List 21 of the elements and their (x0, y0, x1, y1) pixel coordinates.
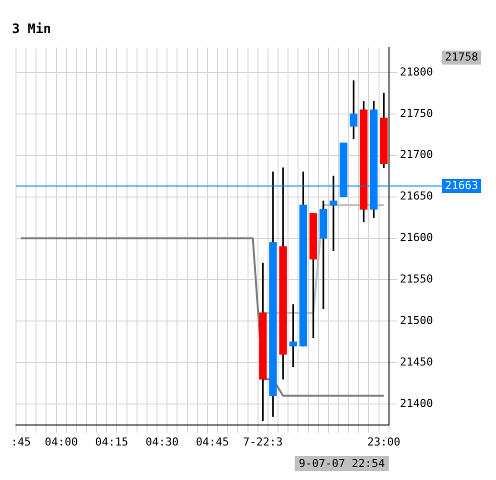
y-tick-label: 21700 (400, 148, 434, 162)
candlestick (279, 167, 287, 380)
y-tick-label: 21750 (400, 106, 434, 120)
y-tick-label: 21550 (400, 272, 434, 286)
y-tick-label: 21450 (400, 355, 434, 368)
x-tick-label: 23:00 (367, 435, 400, 448)
text: 21758 (445, 50, 478, 64)
text: 9-07-07 22:54 (298, 456, 386, 470)
x-tick-label: 04:00 (44, 435, 78, 448)
y-tick-label: 21800 (400, 65, 434, 78)
y-tick-label: 21600 (400, 231, 434, 244)
x-tick-label: :45 (11, 435, 31, 448)
chart-title: 3 Min (12, 22, 52, 38)
y-tick-label: 21650 (400, 190, 434, 203)
y-tick-label: 21500 (400, 314, 434, 328)
x-tick-label: 04:45 (196, 435, 230, 448)
y-tick-label: 21400 (400, 396, 434, 410)
x-tick-label: 7-22:3 (243, 435, 283, 448)
x-tick-label: 04:15 (95, 435, 128, 448)
x-tick-label: 04:30 (146, 435, 179, 448)
ref-line-label: 21663 (445, 178, 478, 192)
